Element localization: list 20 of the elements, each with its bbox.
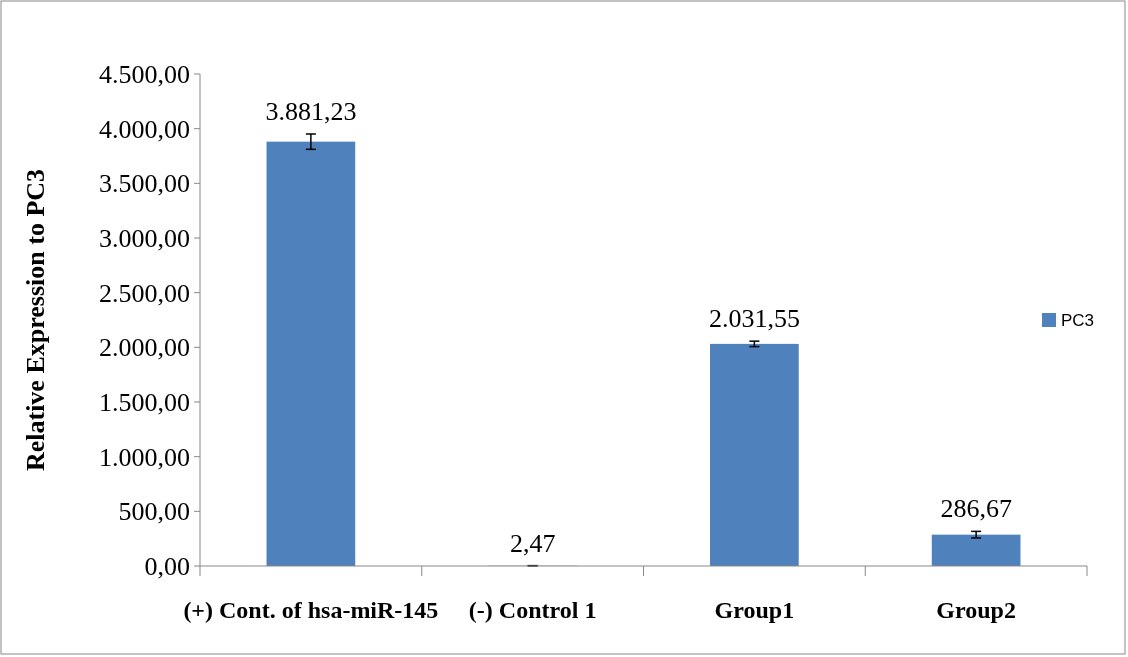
data-label: 2,47	[509, 528, 556, 558]
y-tick-label: 0,00	[144, 552, 190, 582]
y-axis-title: Relative Expression to PC3	[21, 168, 50, 472]
y-tick-label: 2.500,00	[99, 278, 190, 308]
data-label: 2.031,55	[708, 304, 800, 334]
x-tick-label: Group2	[936, 597, 1016, 623]
y-tick-label: 1.000,00	[99, 442, 190, 472]
y-tick-label: 4.500,00	[99, 60, 190, 90]
legend-label: PC3	[1061, 310, 1095, 330]
data-label: 3.881,23	[265, 97, 357, 126]
y-tick-label: 1.500,00	[99, 388, 190, 418]
y-tick-label: 500,00	[118, 497, 190, 527]
y-tick-label: 4.000,00	[99, 114, 190, 144]
x-tick-label: (+) Cont. of hsa-miR-145	[183, 597, 439, 623]
y-tick-label: 3.000,00	[99, 224, 190, 254]
x-tick-label: Group1	[714, 597, 795, 623]
data-label: 286,67	[940, 494, 1012, 524]
x-tick-label: (-) Control 1	[468, 597, 597, 623]
y-tick-label: 3.500,00	[99, 169, 190, 199]
y-tick-label: 2.000,00	[99, 333, 190, 363]
